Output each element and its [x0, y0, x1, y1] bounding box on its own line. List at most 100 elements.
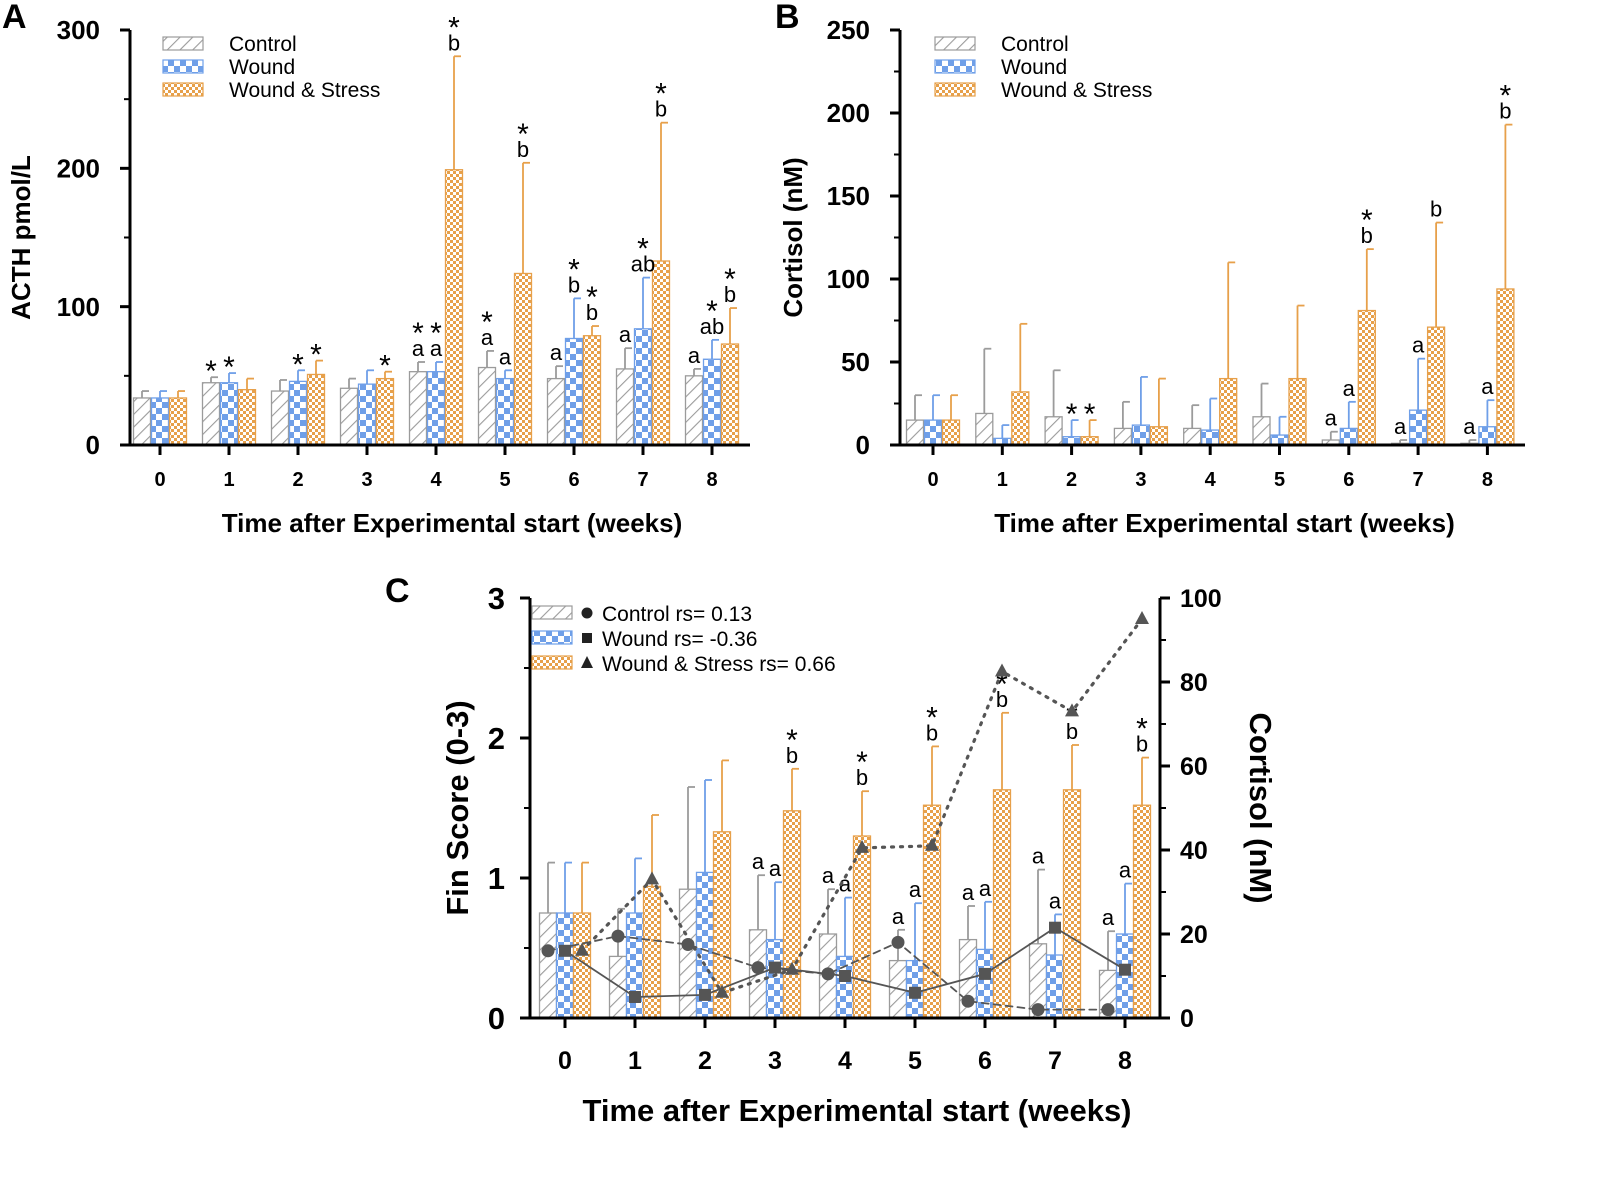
- bar-control: [408, 371, 428, 446]
- bar-control: [132, 397, 152, 446]
- annotation-label: *: [568, 253, 580, 286]
- annotation-label: a: [1325, 406, 1338, 431]
- y-tick-label: 150: [827, 181, 870, 211]
- bar-stress: [1288, 377, 1307, 446]
- annotation-label: a: [1412, 333, 1425, 358]
- x-tick-label: 2: [292, 469, 303, 491]
- panel-letter-a: A: [2, 0, 27, 36]
- y-axis-label: ACTH pmol/L: [6, 155, 36, 320]
- annotation-label: *: [448, 11, 460, 44]
- bar-control: [1044, 416, 1063, 446]
- x-axis-label: Time after Experimental start (weeks): [222, 508, 682, 538]
- x-axis-label: Time after Experimental start (weeks): [582, 1093, 1131, 1128]
- x-tick-label: 8: [1482, 469, 1493, 491]
- x-axis-label: Time after Experimental start (weeks): [994, 508, 1454, 538]
- cortisol-point-wound: [1049, 921, 1061, 934]
- x-tick-label: 5: [908, 1047, 922, 1075]
- annotation-label: a: [1049, 888, 1062, 913]
- panel-a: A* * * * **a *a*b*aa*ba*b *ba*ab*ba*ab*b010020…: [2, 0, 750, 538]
- y-tick-label: 2: [488, 721, 505, 756]
- bar-stress: [1426, 326, 1446, 446]
- cortisol-point-control: [961, 994, 975, 1008]
- cortisol-point-stress: [645, 871, 659, 885]
- annotation-label: *: [1066, 398, 1078, 431]
- y-tick-label: 100: [57, 292, 100, 322]
- annotation-label: a: [769, 856, 782, 881]
- legend-swatch-stress: [934, 82, 976, 97]
- bar-wound: [1408, 409, 1428, 446]
- panel-letter-b: B: [775, 0, 800, 36]
- legend-label-stress: Wound & Stress: [1001, 79, 1152, 102]
- annotation-label: *: [292, 348, 304, 381]
- y-tick-label: 200: [57, 153, 100, 183]
- annotation-label: a: [822, 863, 835, 888]
- annotation-label: a: [909, 877, 922, 902]
- annotation-label: *: [205, 355, 217, 388]
- bar-control: [1252, 416, 1271, 446]
- x-tick-label: 6: [568, 469, 579, 491]
- x-tick-label: 3: [768, 1047, 782, 1075]
- annotation-label: *: [856, 746, 868, 779]
- annotation-label: a: [1032, 844, 1045, 869]
- y-axis-label: Fin Score (0-3): [440, 700, 475, 915]
- bar-stress: [1062, 789, 1082, 1019]
- y2-tick-label: 40: [1180, 837, 1208, 865]
- annotation-label: a: [550, 340, 563, 365]
- bar-stress: [992, 789, 1012, 1019]
- bar-stress: [1219, 377, 1238, 446]
- bar-stress: [168, 397, 188, 446]
- annotation-label: b: [786, 743, 798, 768]
- y-tick-label: 3: [488, 581, 505, 616]
- annotation-label: b: [1499, 99, 1511, 124]
- x-tick-label: 1: [223, 469, 234, 491]
- legend-label-wound: Wound rs= -0.36: [602, 628, 757, 651]
- cortisol-point-stress: [785, 961, 799, 975]
- y2-tick-label: 80: [1180, 669, 1208, 697]
- y-tick-label: 0: [856, 430, 870, 460]
- cortisol-line-stress: [580, 617, 1144, 995]
- bar-wound: [975, 948, 995, 1019]
- annotation-label: b: [724, 282, 736, 307]
- cortisol-point-stress: [995, 663, 1009, 677]
- legend-swatch-wound: [531, 630, 573, 645]
- bar-stress: [852, 835, 872, 1019]
- legend-swatch-stress: [162, 82, 204, 97]
- cortisol-point-stress: [1135, 611, 1149, 624]
- annotation-label: b: [856, 765, 868, 790]
- bar-stress: [720, 343, 740, 446]
- x-tick-label: 7: [1048, 1047, 1062, 1075]
- bar-wound: [219, 382, 239, 446]
- legend-swatch-wound: [934, 59, 976, 74]
- annotation-label: a: [499, 344, 512, 369]
- annotation-label: a: [1119, 858, 1132, 883]
- x-tick-label: 3: [1135, 469, 1146, 491]
- bar-stress: [1011, 391, 1030, 446]
- annotation-label: b: [586, 300, 598, 325]
- annotation-label: a: [1481, 374, 1494, 399]
- y-tick-label: 50: [841, 347, 870, 377]
- y2-tick-label: 20: [1180, 921, 1208, 949]
- legend-label-stress: Wound & Stress rs= 0.66: [602, 653, 836, 676]
- y-tick-label: 100: [827, 264, 870, 294]
- y2-tick-label: 100: [1180, 585, 1222, 613]
- annotation-label: *: [1500, 80, 1512, 113]
- bar-control: [684, 375, 704, 446]
- bar-control: [608, 955, 628, 1019]
- legend-marker-circle: [581, 607, 593, 619]
- bar-stress: [651, 260, 671, 446]
- x-tick-label: 2: [1066, 469, 1077, 491]
- legend-label-wound: Wound: [1001, 56, 1067, 79]
- bar-stress: [582, 335, 602, 446]
- bar-stress: [1357, 309, 1376, 446]
- legend-marker-triangle: [581, 656, 593, 668]
- legend-swatch-wound: [162, 59, 204, 74]
- bar-control: [678, 888, 698, 1019]
- cortisol-point-control: [751, 961, 765, 975]
- bar-control: [615, 368, 635, 446]
- legend-rs-control: rs= 0.13: [676, 603, 752, 626]
- bar-wound: [765, 938, 785, 1019]
- bar-wound: [150, 397, 170, 446]
- bar-wound: [495, 377, 515, 446]
